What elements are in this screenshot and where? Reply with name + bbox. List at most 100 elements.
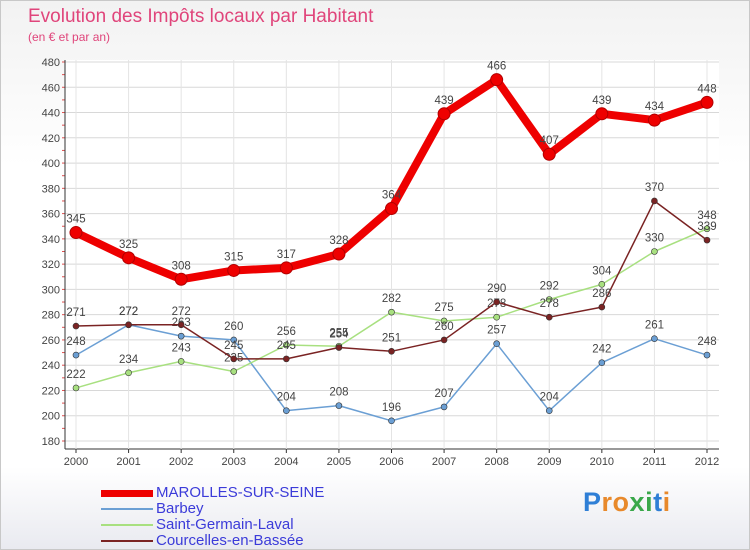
- data-point: [388, 308, 395, 316]
- legend-swatch: [101, 490, 153, 497]
- data-label: 286: [592, 288, 611, 300]
- data-label: 272: [119, 306, 138, 318]
- y-tick-label: 320: [42, 259, 60, 271]
- data-label: 242: [592, 344, 611, 356]
- data-point: [125, 369, 132, 377]
- x-tick-label: 2003: [222, 456, 246, 468]
- data-point: [177, 358, 185, 365]
- data-point: [385, 202, 398, 216]
- data-point: [440, 403, 448, 411]
- data-label: 278: [540, 298, 559, 310]
- legend-swatch: [101, 540, 153, 542]
- data-point: [651, 248, 658, 255]
- data-point: [230, 336, 238, 344]
- data-label: 448: [697, 83, 716, 95]
- data-point: [177, 332, 185, 340]
- data-point: [545, 296, 553, 303]
- data-point: [545, 313, 553, 321]
- data-point: [230, 368, 238, 375]
- series-marolles-sur-seine: 345 325 308 315 317 328 364 439 466 407 439 434 448: [66, 61, 717, 286]
- data-point: [598, 359, 606, 366]
- data-label: 308: [172, 260, 191, 272]
- data-point: [493, 340, 500, 348]
- data-label: 204: [277, 392, 297, 404]
- y-tick-label: 280: [42, 310, 60, 322]
- data-point: [230, 355, 238, 363]
- data-label: 370: [645, 182, 664, 194]
- data-label: 254: [329, 329, 349, 341]
- data-label: 330: [645, 233, 664, 245]
- data-point: [437, 107, 451, 121]
- data-label: 282: [382, 293, 401, 305]
- data-point: [177, 321, 185, 329]
- x-tick-label: 2010: [590, 456, 614, 468]
- x-tick-label: 2009: [537, 456, 561, 468]
- data-point: [493, 313, 500, 321]
- data-label: 304: [592, 265, 612, 277]
- data-point: [283, 407, 290, 414]
- data-label: 248: [697, 336, 716, 348]
- data-point: [69, 226, 83, 240]
- y-tick-label: 420: [42, 133, 60, 145]
- data-point: [595, 107, 609, 121]
- legend-label: MAROLLES-SUR-SEINE: [156, 484, 325, 501]
- y-tick-label: 380: [42, 183, 60, 195]
- data-point: [335, 402, 343, 409]
- y-tick-label: 180: [42, 436, 60, 448]
- data-point: [332, 247, 346, 261]
- data-label: 328: [329, 235, 348, 247]
- data-label: 275: [434, 302, 453, 314]
- x-tick-label: 2006: [379, 456, 403, 468]
- data-point: [335, 344, 343, 351]
- chart-title: Evolution des Impôts locaux par Habitant: [28, 6, 374, 27]
- data-point: [703, 225, 711, 233]
- data-point: [283, 341, 290, 349]
- x-tick-label: 2012: [695, 456, 719, 468]
- y-tick-label: 460: [42, 82, 60, 94]
- data-label: 261: [645, 320, 664, 332]
- data-point: [388, 417, 395, 425]
- data-label: 317: [277, 249, 296, 261]
- data-label: 339: [697, 221, 716, 233]
- data-label: 256: [277, 326, 296, 338]
- data-label: 245: [277, 340, 296, 352]
- data-label: 260: [434, 321, 453, 333]
- data-label: 255: [329, 327, 348, 339]
- data-point: [72, 384, 80, 392]
- x-tick-label: 2005: [327, 456, 351, 468]
- data-label: 245: [224, 340, 243, 352]
- y-tick-label: 300: [42, 284, 60, 296]
- x-tick-label: 2004: [274, 456, 298, 468]
- data-label: 348: [697, 210, 716, 222]
- data-label: 290: [487, 283, 506, 295]
- x-tick-label: 2008: [484, 456, 508, 468]
- data-point: [388, 348, 395, 355]
- data-point: [283, 355, 290, 363]
- data-label: 407: [540, 135, 559, 147]
- data-point: [598, 303, 606, 311]
- data-label: 243: [172, 342, 191, 354]
- x-tick-label: 2011: [643, 456, 667, 468]
- data-point: [72, 351, 80, 359]
- data-label: 364: [382, 190, 402, 202]
- data-point: [122, 251, 136, 265]
- legend-label: Barbey: [156, 500, 204, 517]
- data-label: 208: [329, 387, 348, 399]
- data-point: [545, 407, 553, 414]
- data-label: 292: [540, 281, 559, 293]
- data-point: [542, 147, 556, 161]
- data-label: 345: [66, 214, 85, 226]
- series-courcelles-en-bass-e: 271 272 272 245 245 254 251 260 290 278 286 370 339: [66, 182, 717, 363]
- data-label: 204: [540, 392, 560, 404]
- data-label: 196: [382, 402, 401, 414]
- x-tick-label: 2000: [64, 456, 88, 468]
- data-point: [647, 113, 661, 127]
- data-label: 439: [592, 95, 611, 107]
- data-point: [440, 317, 448, 325]
- y-tick-label: 400: [42, 158, 60, 170]
- data-label: 248: [66, 336, 85, 348]
- data-label: 222: [66, 369, 85, 381]
- y-tick-label: 240: [42, 360, 60, 372]
